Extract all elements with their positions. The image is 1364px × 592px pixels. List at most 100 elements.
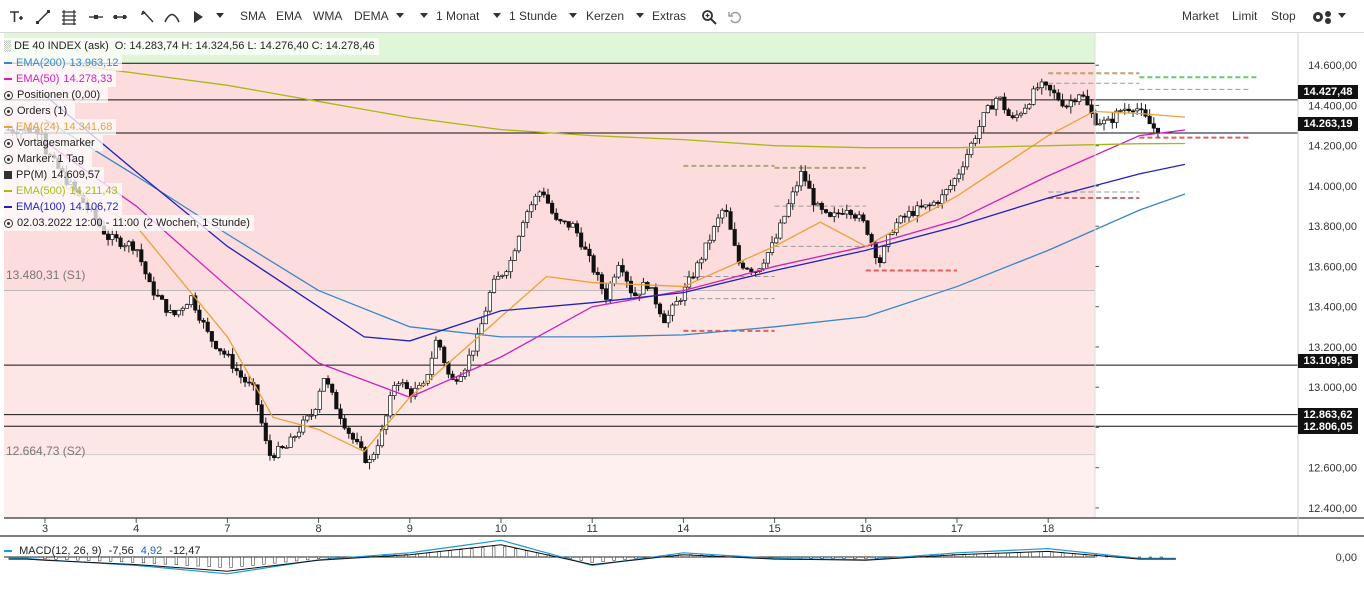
settings-icon[interactable] — [1312, 9, 1334, 25]
price-label: 14.263,19 — [1298, 117, 1358, 131]
pencil-tool-icon[interactable] — [140, 9, 156, 25]
candle-body — [877, 257, 882, 264]
macd-histogram-bar — [1061, 552, 1065, 558]
trendline-tool-icon[interactable] — [35, 9, 51, 25]
candle-body — [662, 313, 667, 324]
cursor-tool-icon[interactable] — [190, 9, 206, 25]
square-icon — [4, 171, 12, 180]
fibonacci-tool-icon[interactable] — [61, 9, 77, 25]
candle-body — [533, 195, 538, 206]
macd-histogram-bar — [459, 549, 463, 558]
legend-row[interactable]: EMA(200) 13.963,12 — [4, 55, 123, 71]
legend-row[interactable]: EMA(24) 14.341,68 — [4, 119, 117, 135]
extras-menu[interactable]: Extras — [652, 9, 687, 23]
macd-histogram-bar — [864, 556, 868, 560]
candle-body — [994, 98, 999, 110]
candle-body — [703, 242, 708, 260]
candle-body — [935, 201, 941, 204]
macd-histogram-bar — [207, 556, 211, 567]
candle-body — [562, 220, 567, 223]
horizontal-line-tool-icon[interactable] — [88, 9, 104, 25]
dema-button[interactable]: DEMA — [354, 9, 389, 23]
sma-button[interactable]: SMA — [240, 9, 267, 23]
candle-body — [325, 378, 331, 385]
candle-body — [649, 287, 654, 290]
chart-style-select[interactable]: Kerzen — [586, 9, 625, 23]
candle-body — [226, 353, 231, 356]
candle-body — [346, 427, 351, 434]
legend-row[interactable]: Vortagesmarker — [4, 135, 103, 151]
macd-histogram-bar — [306, 556, 310, 561]
candle-body — [151, 281, 156, 296]
candle-body — [815, 202, 820, 206]
candle-body — [583, 246, 588, 250]
wma-button[interactable]: WMA — [313, 9, 343, 23]
candle-body — [429, 357, 434, 375]
candle-body — [122, 245, 127, 248]
market-order-button[interactable]: Market — [1182, 9, 1219, 23]
chart-area[interactable]: 3 4 7 8 9 10 11 14 15 16 17 1814.600,0014.400,0014.… — [0, 33, 1364, 592]
legend-row[interactable]: Orders (1) — [4, 103, 76, 119]
arc-tool-icon[interactable] — [164, 9, 180, 25]
style-dropdown-icon[interactable] — [569, 13, 577, 18]
legend-row[interactable]: 02.03.2022 12:00 - 11:00 (2 Wochen, 1 Stu… — [4, 215, 254, 231]
candle-body — [844, 210, 849, 215]
candle-body — [1097, 123, 1102, 126]
legend-row[interactable]: PP(M) 14.609,57 — [4, 167, 105, 183]
undo-icon[interactable] — [727, 9, 743, 25]
settings-dropdown-icon[interactable] — [1338, 13, 1346, 18]
candle-body — [1089, 104, 1094, 114]
candle-body — [882, 246, 887, 264]
macd-panel — [0, 536, 1364, 592]
candle-body — [894, 222, 899, 233]
x-tick-label: 9 — [407, 523, 413, 535]
macd-histogram-bar — [590, 556, 594, 563]
series-line-ema200 — [44, 118, 1186, 338]
macd-histogram-bar — [251, 556, 255, 566]
indicator-dropdown-icon[interactable] — [396, 13, 404, 18]
legend-row[interactable]: Marker: 1 Tag — [4, 151, 93, 167]
candle-body — [143, 261, 148, 275]
macd-histogram-bar — [218, 556, 222, 568]
interval-select[interactable]: 1 Stunde — [509, 9, 558, 23]
legend-row[interactable]: EMA(100) 14.106,72 — [4, 199, 123, 215]
line-swatch-icon — [4, 126, 12, 129]
legend-row[interactable]: Positionen (0,00) — [4, 87, 109, 103]
candle-body — [529, 204, 534, 213]
extras-dropdown-icon[interactable] — [636, 13, 644, 18]
candle-body — [363, 447, 368, 463]
period-dropdown-icon[interactable] — [420, 13, 428, 18]
ema-button[interactable]: EMA — [276, 9, 303, 23]
macd-histogram-bar — [1050, 551, 1054, 558]
y-tick-label: 14.600,00 — [1308, 60, 1357, 72]
candle-body — [442, 346, 447, 364]
legend-row[interactable]: EMA(50) 14.278,33 — [4, 71, 117, 87]
line-swatch-icon — [4, 78, 12, 81]
candle-body — [106, 233, 111, 240]
interval-dropdown-icon[interactable] — [493, 13, 501, 18]
stop-order-button[interactable]: Stop — [1271, 9, 1296, 23]
candle-body — [666, 314, 671, 324]
candle-body — [491, 278, 497, 293]
candle-body — [794, 185, 799, 193]
draw-tools-dropdown-icon[interactable] — [216, 13, 224, 18]
zoom-icon[interactable] — [701, 9, 717, 25]
legend-row[interactable]: EMA(500) 14.211,43 — [4, 183, 122, 199]
candle-body — [272, 455, 277, 458]
limit-order-button[interactable]: Limit — [1232, 9, 1258, 23]
series-line-ema500 — [44, 60, 1186, 149]
candle-body — [1006, 109, 1011, 117]
candle-body — [981, 112, 986, 127]
candle-body — [504, 271, 509, 276]
period-select[interactable]: 1 Monat — [436, 9, 480, 23]
text-tool-icon[interactable] — [8, 9, 24, 25]
x-tick-label: 7 — [224, 523, 230, 535]
candle-body — [1072, 100, 1078, 103]
ray-tool-icon[interactable] — [112, 9, 128, 25]
candle-body — [599, 274, 604, 290]
candle-body — [1077, 94, 1082, 102]
candle-body — [778, 222, 783, 239]
macd-swatch — [4, 550, 12, 553]
macd-histogram-bar — [163, 556, 167, 565]
candle-body — [869, 234, 874, 244]
